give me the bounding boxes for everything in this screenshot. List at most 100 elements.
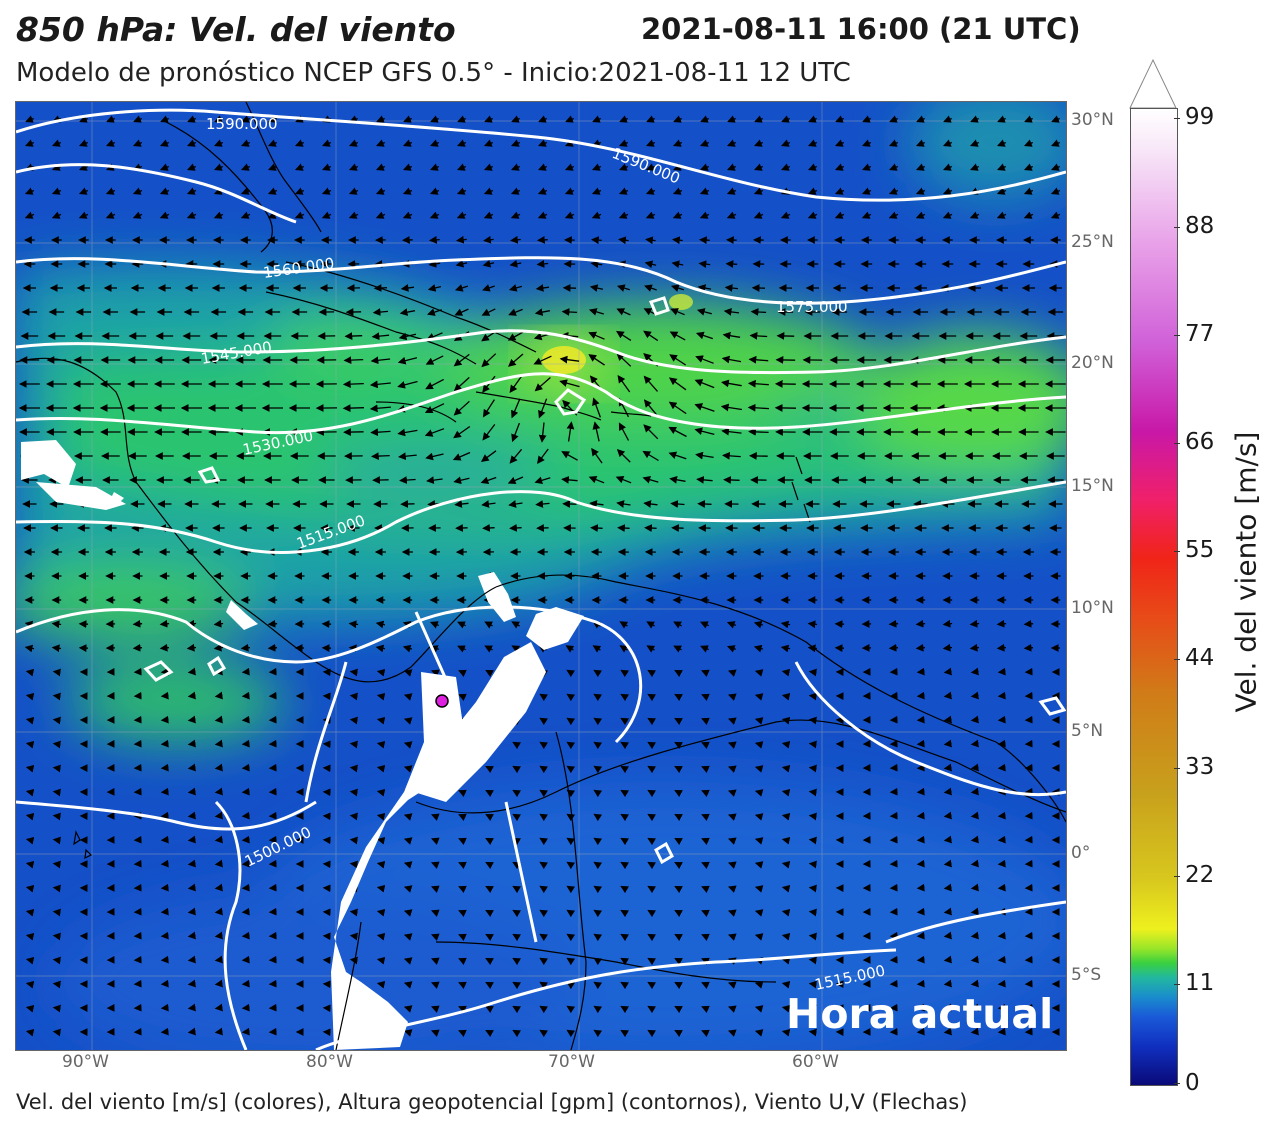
colorbar-tick-label: 22: [1185, 862, 1215, 888]
wind-arrow: [457, 621, 466, 629]
colorbar-tick: [1174, 876, 1180, 877]
wind-arrow: [214, 907, 223, 916]
wind-arrow: [861, 187, 872, 195]
wind-arrow: [566, 741, 576, 750]
wind-arrow: [996, 163, 1007, 171]
wind-arrow: [376, 740, 386, 749]
wind-arrow: [727, 861, 737, 869]
wind-arrow: [593, 693, 602, 702]
wind-arrow: [458, 669, 467, 678]
wind-arrow: [701, 885, 710, 894]
wind-arrow: [620, 957, 629, 966]
wind-arrow: [509, 448, 523, 464]
wind-arrow: [78, 211, 89, 219]
wind-arrow: [620, 885, 629, 894]
wind-arrow: [727, 741, 737, 749]
wind-arrow: [616, 352, 632, 367]
wind-arrow: [214, 979, 223, 988]
wind-arrow: [321, 139, 332, 147]
wind-arrow: [781, 884, 791, 893]
wind-arrow: [915, 643, 926, 652]
wind-arrow: [618, 422, 630, 441]
wind-arrow: [781, 115, 790, 123]
wind-arrow: [617, 374, 631, 393]
wind-arrow: [424, 428, 445, 437]
wind-arrow: [674, 1006, 683, 1014]
wind-arrow: [187, 883, 196, 892]
lat-label: 15°N: [1071, 476, 1114, 496]
wind-arrow: [780, 139, 791, 147]
wind-arrow: [888, 643, 899, 652]
wind-arrow: [402, 139, 413, 147]
wind-arrow: [997, 667, 1006, 676]
wind-arrow: [348, 620, 359, 629]
wind-arrow: [1024, 115, 1033, 123]
colorbar-tick: [1174, 984, 1180, 985]
wind-arrow: [512, 861, 521, 870]
wind-arrow: [888, 187, 899, 195]
wind-arrow: [808, 932, 817, 941]
wind-arrow: [187, 691, 196, 700]
wind-arrow: [915, 187, 926, 195]
wind-arrow: [403, 669, 413, 677]
wind-arrow: [561, 476, 578, 484]
wind-arrow: [376, 812, 386, 821]
colorbar-tick-label: 77: [1185, 321, 1215, 347]
wind-arrow: [701, 789, 710, 798]
wind-arrow: [1023, 643, 1034, 652]
wind-arrow: [375, 187, 386, 195]
wind-arrow: [753, 139, 764, 147]
wind-arrow: [701, 933, 710, 942]
wind-arrow: [701, 837, 710, 846]
wind-arrow: [214, 1027, 223, 1036]
wind-arrow: [160, 811, 169, 820]
wind-arrow: [674, 790, 683, 798]
wind-arrow: [429, 139, 440, 147]
wind-arrow: [673, 645, 682, 653]
wind-arrow: [160, 667, 169, 676]
wind-arrow: [750, 308, 767, 316]
wind-arrow: [214, 835, 223, 844]
wind-arrow: [213, 211, 224, 219]
wind-arrow: [969, 163, 980, 171]
wind-arrow: [674, 910, 683, 918]
wind-arrow: [566, 909, 576, 918]
wind-arrow: [241, 907, 250, 916]
wind-arrow: [536, 259, 549, 268]
wind-arrow: [617, 524, 630, 532]
colorbar-tick-label: 66: [1185, 429, 1215, 455]
wind-arrow: [160, 835, 169, 844]
wind-arrow: [430, 957, 440, 965]
colorbar-tick-label: 33: [1185, 754, 1215, 780]
wind-arrow: [808, 956, 817, 965]
wind-arrow: [588, 354, 605, 366]
wind-arrow: [672, 187, 683, 195]
wind-arrow: [862, 115, 871, 123]
wind-arrow: [620, 1029, 629, 1038]
wind-arrow: [132, 139, 143, 147]
wind-arrow: [349, 932, 358, 941]
wind-arrow: [241, 763, 250, 772]
wind-arrow: [808, 908, 817, 917]
wind-arrow: [834, 163, 845, 171]
wind-arrow: [970, 115, 979, 123]
wind-arrow: [996, 619, 1007, 628]
wind-arrow: [970, 715, 979, 724]
wind-arrow: [539, 693, 548, 702]
wind-arrow: [727, 693, 737, 701]
wind-arrow: [25, 1028, 35, 1037]
wind-arrow: [403, 861, 413, 869]
wind-arrow: [1050, 187, 1061, 195]
wind-arrow: [425, 378, 445, 390]
wind-arrow: [566, 885, 576, 894]
wind-arrow: [970, 1003, 979, 1012]
wind-arrow: [159, 139, 170, 147]
wind-arrow: [593, 861, 603, 870]
wind-arrow: [916, 691, 925, 700]
wind-arrow: [754, 765, 764, 773]
wind-arrow: [241, 1027, 250, 1036]
wind-arrow: [429, 211, 440, 219]
wind-arrow: [241, 835, 250, 844]
wind-arrow: [1050, 163, 1061, 171]
wind-arrow: [647, 693, 656, 702]
